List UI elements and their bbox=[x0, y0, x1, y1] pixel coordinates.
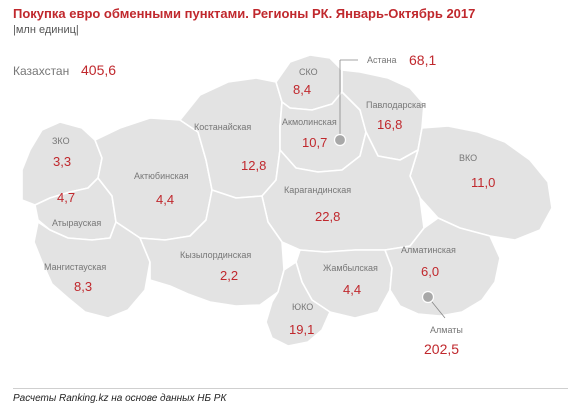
label-yuko-name: ЮКО bbox=[292, 302, 313, 312]
label-kostanay-name: Костанайская bbox=[194, 122, 251, 132]
label-akmola-name: Акмолинская bbox=[282, 117, 337, 127]
label-zko-name: ЗКО bbox=[52, 136, 70, 146]
label-yuko-value: 19,1 bbox=[289, 322, 314, 337]
region-karaganda[interactable] bbox=[261, 131, 425, 253]
label-zko-value: 3,3 bbox=[53, 154, 71, 169]
region-almaty-obl[interactable] bbox=[384, 217, 501, 317]
footer-divider bbox=[13, 388, 568, 389]
almaty-dot[interactable] bbox=[421, 290, 435, 304]
source-note: Расчеты Ranking.kz на основе данных НБ Р… bbox=[13, 393, 227, 404]
region-mangystau[interactable] bbox=[33, 221, 151, 319]
label-kyzylorda-name: Кызылординская bbox=[180, 250, 251, 260]
label-aktobe-name: Актюбинская bbox=[134, 171, 189, 181]
label-mangystau-value: 8,3 bbox=[74, 279, 92, 294]
label-aktobe-value: 4,4 bbox=[156, 192, 174, 207]
label-atyrau-name: Атырауская bbox=[52, 218, 101, 228]
label-pavlodar-name: Павлодарская bbox=[366, 100, 426, 110]
country-total-value: 405,6 bbox=[81, 62, 117, 78]
chart-title: Покупка евро обменными пунктами. Регионы… bbox=[13, 6, 476, 21]
label-almaty-obl-name: Алматинская bbox=[401, 245, 456, 255]
region-yuko[interactable] bbox=[265, 261, 331, 347]
astana-dot[interactable] bbox=[333, 133, 347, 147]
label-zhambyl-value: 4,4 bbox=[343, 282, 361, 297]
label-vko-value: 11,0 bbox=[471, 175, 495, 190]
label-astana-name: Астана bbox=[367, 55, 397, 65]
label-almaty-name: Алматы bbox=[430, 325, 463, 335]
label-mangystau-name: Мангистауская bbox=[44, 262, 106, 272]
label-pavlodar-value: 16,8 bbox=[377, 117, 402, 132]
label-karaganda-value: 22,8 bbox=[315, 209, 340, 224]
kazakhstan-map: ЗКО Атырауская Актюбинская Мангистауская… bbox=[21, 52, 553, 357]
label-zhambyl-name: Жамбылская bbox=[323, 263, 378, 273]
label-kostanay-value: 12,8 bbox=[241, 158, 266, 173]
label-sko-name: СКО bbox=[299, 67, 318, 77]
label-astana-value: 68,1 bbox=[409, 52, 436, 68]
label-vko-name: ВКО bbox=[459, 153, 477, 163]
label-almaty-obl-value: 6,0 bbox=[421, 264, 439, 279]
units-subtitle: |млн единиц| bbox=[13, 24, 79, 36]
label-almaty-value: 202,5 bbox=[424, 341, 459, 357]
label-karaganda-name: Карагандинская bbox=[284, 185, 351, 195]
label-akmola-value: 10,7 bbox=[302, 135, 327, 150]
label-sko-value: 8,4 bbox=[293, 82, 311, 97]
country-total-label: Казахстан bbox=[13, 64, 70, 78]
label-atyrau-value: 4,7 bbox=[57, 190, 75, 205]
label-kyzylorda-value: 2,2 bbox=[220, 268, 238, 283]
